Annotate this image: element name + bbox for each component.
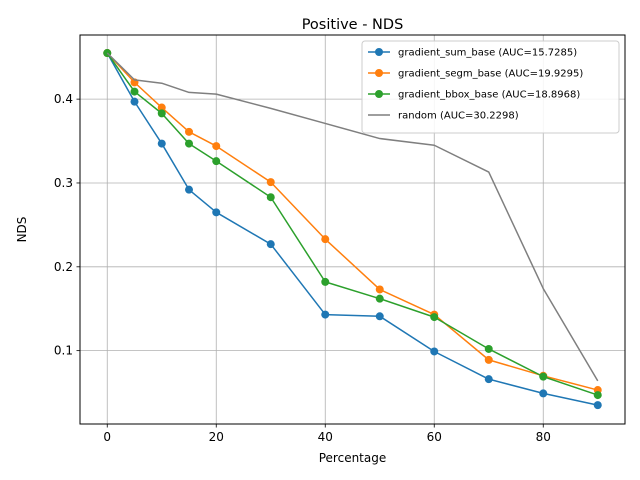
data-point xyxy=(321,277,330,286)
data-point xyxy=(484,355,493,364)
data-point xyxy=(430,313,439,322)
data-point xyxy=(157,103,166,112)
data-point xyxy=(266,193,275,202)
data-point xyxy=(130,97,139,106)
legend-swatch-marker xyxy=(375,48,383,56)
plot-frame xyxy=(79,34,626,425)
data-point xyxy=(375,285,384,294)
legend-label: gradient_segm_base (AUC=19.9295) xyxy=(398,69,583,80)
axis-ticks: 0 20 40 60 80 0.1 0.2 0.3 0.4 xyxy=(54,92,551,444)
data-point xyxy=(375,312,384,321)
data-point xyxy=(157,139,166,148)
x-tick-label: 40 xyxy=(318,430,333,444)
data-point xyxy=(430,347,439,356)
series-line xyxy=(106,52,598,406)
series-layer xyxy=(103,49,602,410)
series-line xyxy=(106,52,599,382)
data-point xyxy=(185,185,193,194)
y-axis-label: NDS xyxy=(15,217,29,243)
data-point xyxy=(157,109,166,118)
data-point xyxy=(539,372,548,381)
series-line xyxy=(106,52,598,391)
data-point xyxy=(185,127,193,136)
x-tick-label: 20 xyxy=(209,430,224,444)
x-tick-label: 60 xyxy=(427,430,442,444)
legend-label: gradient_bbox_base (AUC=18.8968) xyxy=(398,90,580,101)
data-point xyxy=(130,87,139,96)
legend-swatch-marker xyxy=(375,90,383,98)
data-point xyxy=(593,391,602,400)
data-point xyxy=(593,401,602,410)
legend-label: gradient_sum_base (AUC=15.7285) xyxy=(398,48,577,59)
data-point xyxy=(375,294,384,303)
data-point xyxy=(321,310,330,319)
data-point xyxy=(539,389,548,398)
data-point xyxy=(212,142,221,151)
data-point xyxy=(266,178,275,187)
x-tick-label: 80 xyxy=(536,430,551,444)
legend: gradient_sum_base (AUC=15.7285) gradient_… xyxy=(361,40,620,134)
x-axis-label: Percentage xyxy=(319,451,387,465)
y-tick-label: 0.3 xyxy=(54,176,73,190)
y-tick-label: 0.2 xyxy=(54,260,73,274)
data-point xyxy=(266,240,275,249)
y-tick-label: 0.4 xyxy=(54,92,73,106)
legend-box xyxy=(361,40,620,134)
data-point xyxy=(484,375,493,384)
chart-title: Positive - NDS xyxy=(302,17,404,33)
y-tick-label: 0.1 xyxy=(54,344,73,358)
x-tick-label: 0 xyxy=(103,430,111,444)
data-point xyxy=(484,344,493,353)
legend-swatch-marker xyxy=(375,69,383,77)
data-point xyxy=(212,208,221,217)
legend-label: random (AUC=30.2298) xyxy=(398,111,519,122)
data-point xyxy=(185,139,193,148)
data-point xyxy=(321,235,330,244)
data-point xyxy=(212,157,221,166)
series-line xyxy=(106,52,598,396)
